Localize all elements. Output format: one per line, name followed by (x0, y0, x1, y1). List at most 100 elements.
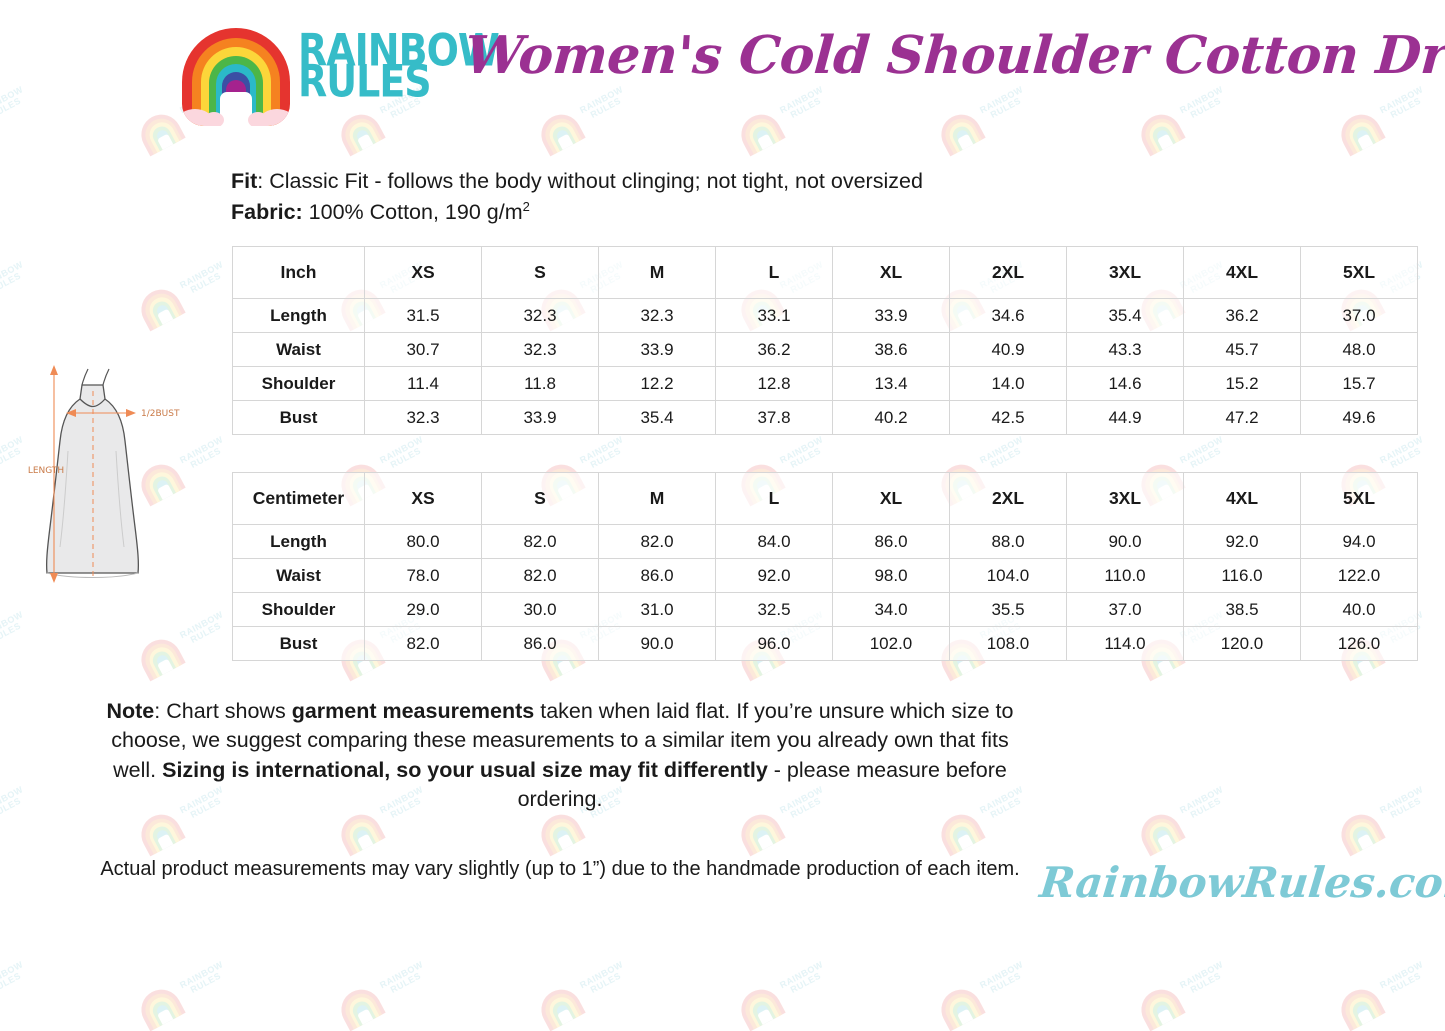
table-cell: 108.0 (949, 626, 1067, 661)
site-url-mark: RainbowRules.com (1037, 858, 1445, 907)
fabric-value: 100% Cotton, 190 g/m (302, 199, 523, 224)
table-row: Waist 30.7 32.3 33.9 36.2 38.6 40.9 43.3 45.7 48.… (232, 332, 1418, 367)
watermark-text: RULES (188, 970, 223, 996)
watermark-text: RULES (988, 970, 1023, 996)
table-cell: 13.4 (832, 366, 950, 401)
brand-lockup: RAINBOW RULES (182, 18, 500, 126)
table-cell: 40.9 (949, 332, 1067, 367)
table-cell: 80.0 (364, 524, 482, 559)
table-cell: 92.0 (715, 558, 833, 593)
watermark-rainbow-icon (1334, 982, 1386, 1031)
table-cell: 49.6 (1300, 400, 1418, 435)
table-row-label: Length (232, 298, 365, 333)
note-part1: : Chart shows (154, 699, 292, 723)
table-cell: 82.0 (598, 524, 716, 559)
table-cell: 12.2 (598, 366, 716, 401)
table-cell: 96.0 (715, 626, 833, 661)
cloud-bump-left (204, 112, 224, 126)
table-size-header: XS (364, 472, 482, 525)
table-cm-header: Centimeter XS S M L XL 2XL 3XL 4XL 5XL (232, 472, 1418, 525)
table-cell: 14.0 (949, 366, 1067, 401)
fabric-superscript: 2 (522, 198, 530, 214)
table-cell: 126.0 (1300, 626, 1418, 661)
sizing-note: Note: Chart shows garment measurements t… (95, 697, 1025, 815)
table-size-header: M (598, 472, 716, 525)
table-cell: 15.7 (1300, 366, 1418, 401)
brand-wordmark-line2: RULES (298, 55, 432, 108)
dress-strap-left (81, 368, 89, 386)
watermark-text: RAINBOW (578, 959, 625, 991)
table-inch-header: Inch XS S M L XL 2XL 3XL 4XL 5XL (232, 246, 1418, 299)
table-size-header: 2XL (949, 246, 1067, 299)
dress-drape-line-right (115, 450, 125, 548)
note-bold2: Sizing is international, so your usual s… (162, 757, 768, 782)
table-row-label: Length (232, 524, 365, 559)
table-size-header: XL (832, 472, 950, 525)
dress-drape-line-left (59, 450, 69, 548)
table-cell: 30.0 (481, 592, 599, 627)
fit-value: : Classic Fit - follows the body without… (257, 169, 923, 193)
table-size-header: 5XL (1300, 472, 1418, 525)
table-size-header: 4XL (1183, 472, 1301, 525)
table-row: Shoulder 29.0 30.0 31.0 32.5 34.0 35.5 37.0 38.5… (232, 592, 1418, 627)
logo-notch (220, 92, 252, 126)
table-cell: 114.0 (1066, 626, 1184, 661)
table-cell: 40.2 (832, 400, 950, 435)
table-cell: 86.0 (481, 626, 599, 661)
note-part2: taken when laid flat. If you’re unsure w… (111, 699, 1014, 782)
watermark-text: RAINBOW (778, 959, 825, 991)
watermark-rainbow-icon (1134, 982, 1186, 1031)
table-cell: 82.0 (481, 524, 599, 559)
dress-strap-right (102, 368, 110, 386)
table-cell: 32.3 (481, 332, 599, 367)
bust-arrow-right (126, 409, 136, 417)
cloud-bump-right (248, 112, 268, 126)
fit-label: Fit (231, 169, 258, 193)
table-cell: 102.0 (832, 626, 950, 661)
note-part3: - please measure before ordering. (517, 757, 1007, 812)
dress-technical-drawing: LENGTH 1/2BUST (10, 355, 210, 605)
table-cell: 15.2 (1183, 366, 1301, 401)
table-size-header: L (715, 472, 833, 525)
rainbow-logo-icon (182, 18, 290, 126)
table-cell: 48.0 (1300, 332, 1418, 367)
product-intro: Fit: Classic Fit - follows the body with… (231, 166, 923, 227)
fabric-label: Fabric: (231, 199, 303, 224)
table-cell: 11.8 (481, 366, 599, 401)
table-cell: 104.0 (949, 558, 1067, 593)
length-label-text: LENGTH (28, 466, 64, 476)
table-cell: 78.0 (364, 558, 482, 593)
watermark-rainbow-icon (734, 982, 786, 1031)
table-cell: 88.0 (949, 524, 1067, 559)
brand-wordmark: RAINBOW RULES (298, 27, 500, 108)
table-cell: 33.1 (715, 298, 833, 333)
table-unit-header: Inch (232, 246, 365, 299)
table-cell: 38.6 (832, 332, 950, 367)
table-cell: 37.0 (1066, 592, 1184, 627)
table-cell: 45.7 (1183, 332, 1301, 367)
table-cell: 110.0 (1066, 558, 1184, 593)
table-cell: 32.3 (481, 298, 599, 333)
table-cell: 30.7 (364, 332, 482, 367)
table-cell: 37.8 (715, 400, 833, 435)
table-cell: 122.0 (1300, 558, 1418, 593)
table-cell: 33.9 (832, 298, 950, 333)
table-cell: 14.6 (1066, 366, 1184, 401)
table-cell: 92.0 (1183, 524, 1301, 559)
watermark-text: RULES (588, 970, 623, 996)
table-cell: 40.0 (1300, 592, 1418, 627)
table-cell: 98.0 (832, 558, 950, 593)
table-row: Shoulder 11.4 11.8 12.2 12.8 13.4 14.0 14.6 15.2… (232, 366, 1418, 401)
table-size-header: M (598, 246, 716, 299)
table-cell: 84.0 (715, 524, 833, 559)
watermark-text: RULES (1388, 970, 1423, 996)
table-row-label: Bust (232, 400, 365, 435)
table-cell: 34.0 (832, 592, 950, 627)
length-arrow-top (50, 365, 58, 375)
table-cell: 90.0 (598, 626, 716, 661)
